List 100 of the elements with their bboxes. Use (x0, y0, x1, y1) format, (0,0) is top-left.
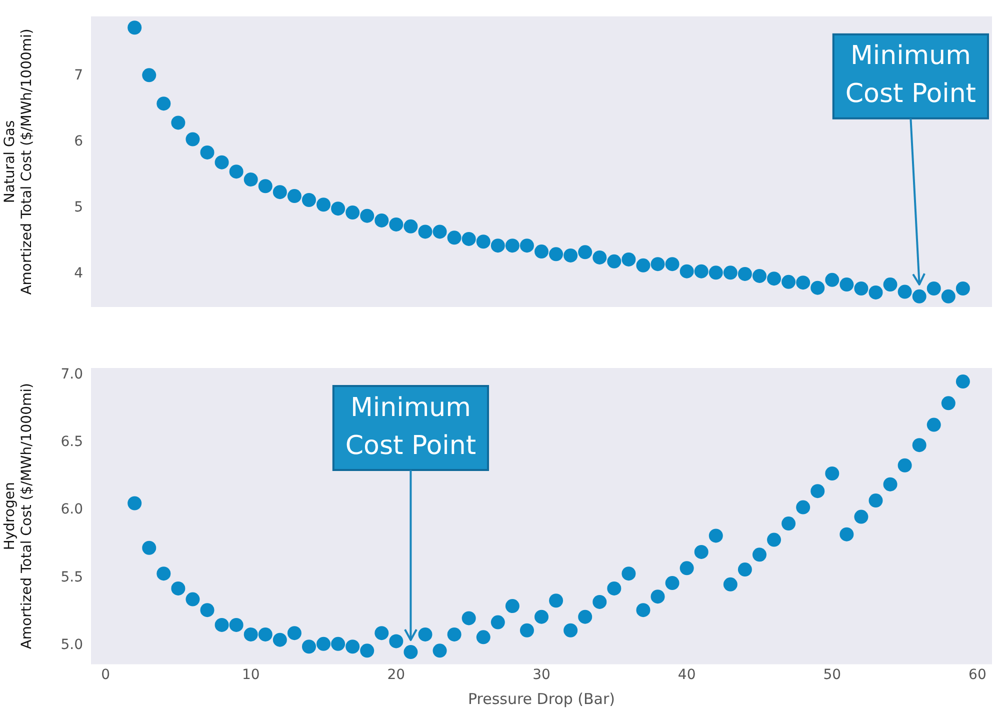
y-tick-label: 4 (74, 266, 84, 282)
y-tick-label: 7.0 (60, 366, 83, 382)
point (462, 232, 476, 246)
point (520, 623, 534, 638)
point (622, 566, 636, 581)
point (534, 610, 548, 624)
x-tick-label: 0 (101, 667, 110, 684)
point (680, 561, 694, 576)
point (926, 282, 941, 296)
point (825, 466, 840, 480)
point (128, 496, 142, 510)
point (534, 244, 548, 259)
point (825, 272, 840, 287)
point (782, 274, 796, 289)
point (200, 145, 214, 160)
point (186, 132, 200, 146)
point (592, 250, 607, 264)
point (956, 282, 970, 296)
point (752, 268, 766, 283)
point (752, 548, 766, 562)
point (549, 594, 564, 608)
point (142, 540, 156, 555)
point (447, 627, 462, 642)
point (418, 224, 432, 239)
point (346, 640, 360, 654)
y-tick-label: 6.5 (60, 434, 83, 450)
point (316, 636, 331, 651)
point (694, 544, 708, 559)
point (767, 532, 782, 547)
point (898, 458, 912, 472)
point (302, 193, 316, 208)
point (708, 528, 723, 543)
annotation: Minimum Cost Point (845, 41, 976, 110)
point (302, 640, 316, 654)
point (476, 630, 490, 644)
point (650, 257, 665, 272)
point (810, 484, 825, 498)
point (156, 96, 171, 111)
point (389, 217, 404, 232)
point (229, 164, 244, 179)
point (694, 264, 708, 278)
y-tick-label: 7 (74, 67, 83, 84)
point (505, 599, 520, 614)
point (607, 581, 622, 596)
x-tick-label: 60 (968, 667, 986, 684)
point (941, 396, 956, 410)
point (374, 626, 389, 640)
point (956, 374, 970, 389)
point (578, 245, 592, 260)
point (200, 603, 214, 618)
x-tick-label: 50 (823, 667, 842, 684)
point (636, 603, 650, 618)
point (476, 234, 490, 249)
point (171, 116, 186, 130)
y-tick-label: 6.0 (60, 502, 83, 518)
point (316, 198, 331, 212)
point (796, 276, 810, 290)
point (840, 527, 854, 542)
point (854, 282, 868, 296)
point (128, 20, 142, 35)
annotation: Minimum Cost Point (345, 392, 476, 461)
point (462, 611, 476, 626)
point (142, 68, 156, 82)
x-tick-label: 10 (242, 667, 260, 684)
y-axis-title: Hydrogen Amortized Total Cost ($/MWh/1000mi) (2, 383, 35, 650)
point (607, 254, 622, 268)
point (404, 645, 418, 660)
point (447, 230, 462, 245)
point (840, 278, 854, 292)
point (782, 516, 796, 531)
point (912, 438, 926, 452)
point (868, 494, 883, 508)
point (287, 189, 302, 204)
point (258, 627, 272, 642)
point (650, 590, 665, 604)
point (680, 264, 694, 278)
y-tick-label: 5.0 (60, 636, 83, 653)
point (941, 289, 956, 304)
point (432, 224, 447, 239)
point (374, 213, 389, 228)
point (723, 577, 738, 592)
point (592, 594, 607, 609)
point (360, 644, 374, 658)
point (622, 252, 636, 266)
x-axis-title: Pressure Drop (Bar) (468, 690, 616, 708)
y-tick-label: 5.5 (60, 569, 83, 586)
point (389, 634, 404, 648)
point (229, 618, 244, 632)
point (738, 266, 752, 281)
point (287, 626, 302, 640)
point (360, 208, 374, 223)
point (490, 615, 505, 630)
point (767, 272, 782, 286)
point (186, 592, 200, 606)
point (564, 623, 578, 638)
x-tick-label: 40 (678, 667, 696, 684)
point (272, 185, 287, 200)
point (244, 172, 258, 187)
point (796, 500, 810, 514)
point (171, 581, 186, 596)
